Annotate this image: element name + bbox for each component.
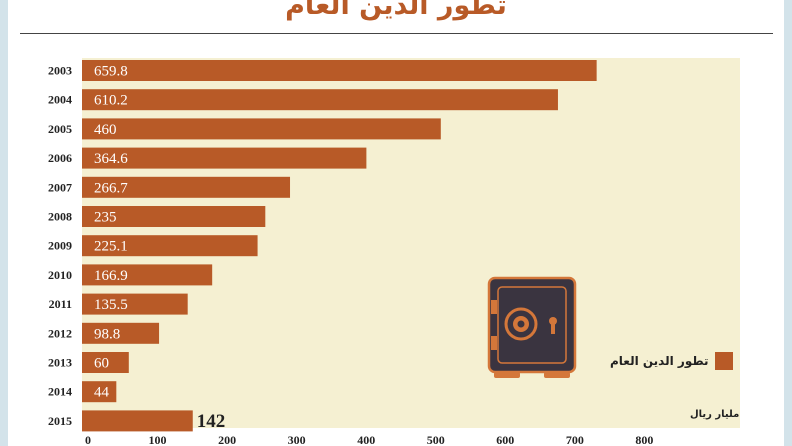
value-label-2011: 135.5 — [94, 297, 128, 313]
x-axis-ticks: 0 100 200 300 400 500 600 700 800 — [85, 433, 653, 446]
value-label-2008: 235 — [94, 210, 117, 226]
value-label-2006: 364.6 — [94, 151, 128, 167]
bar-2010 — [82, 264, 213, 286]
category-label-2007: 2007 — [48, 180, 72, 194]
value-label-2014: 44 — [94, 385, 110, 401]
chart-title: تطور الدين العام — [285, 0, 507, 21]
category-label-2009: 2009 — [48, 239, 72, 253]
x-tick-700: 700 — [566, 433, 584, 446]
x-tick-600: 600 — [496, 433, 514, 446]
category-label-2014: 2014 — [48, 385, 72, 399]
value-label-2013: 60 — [94, 356, 109, 372]
value-label-2005: 460 — [94, 122, 117, 138]
legend: تطور الدين العام — [610, 352, 733, 370]
x-tick-500: 500 — [427, 433, 445, 446]
x-tick-800: 800 — [635, 433, 653, 446]
category-label-2006: 2006 — [48, 151, 72, 165]
value-label-2012: 98.8 — [94, 326, 120, 342]
bar-2003 — [82, 60, 597, 81]
bar-2006 — [82, 147, 367, 169]
category-label-2015: 2015 — [48, 414, 72, 428]
bar-2012 — [82, 322, 160, 344]
category-label-2013: 2013 — [48, 356, 72, 370]
bar-2014 — [82, 381, 117, 403]
legend-swatch — [714, 352, 733, 370]
bars-group: 2003 659.8 2004 610.2 2005 460 2006 364.6 2007 26… — [48, 60, 597, 432]
value-label-2003: 659.8 — [94, 64, 128, 80]
category-label-2003: 2003 — [48, 64, 72, 78]
x-tick-300: 300 — [288, 433, 306, 446]
category-label-2004: 2004 — [48, 93, 72, 107]
value-label-2010: 166.9 — [94, 268, 128, 284]
bar-2004 — [82, 89, 558, 111]
bar-2007 — [82, 176, 291, 198]
x-tick-200: 200 — [218, 433, 236, 446]
bar-2015 — [82, 410, 193, 432]
value-label-2009: 225.1 — [94, 239, 128, 255]
value-label-2004: 610.2 — [94, 93, 128, 109]
value-label-2007: 266.7 — [94, 180, 128, 196]
bar-2008 — [82, 206, 266, 227]
category-label-2008: 2008 — [48, 210, 72, 224]
category-label-2011: 2011 — [49, 297, 72, 311]
safe-icon — [487, 276, 577, 378]
category-label-2005: 2005 — [48, 122, 72, 136]
unit-label: مليار ريال — [690, 409, 740, 420]
bar-2005 — [82, 118, 441, 140]
bar-2011 — [82, 293, 188, 315]
value-label-2015: 142 — [197, 411, 226, 432]
x-tick-0: 0 — [85, 433, 91, 446]
category-label-2012: 2012 — [48, 326, 72, 340]
title-divider — [20, 33, 773, 34]
x-tick-400: 400 — [357, 433, 375, 446]
legend-label: تطور الدين العام — [610, 354, 709, 368]
bar-2013 — [82, 352, 129, 373]
category-label-2010: 2010 — [48, 268, 72, 282]
x-tick-100: 100 — [149, 433, 167, 446]
bar-2009 — [82, 235, 258, 257]
